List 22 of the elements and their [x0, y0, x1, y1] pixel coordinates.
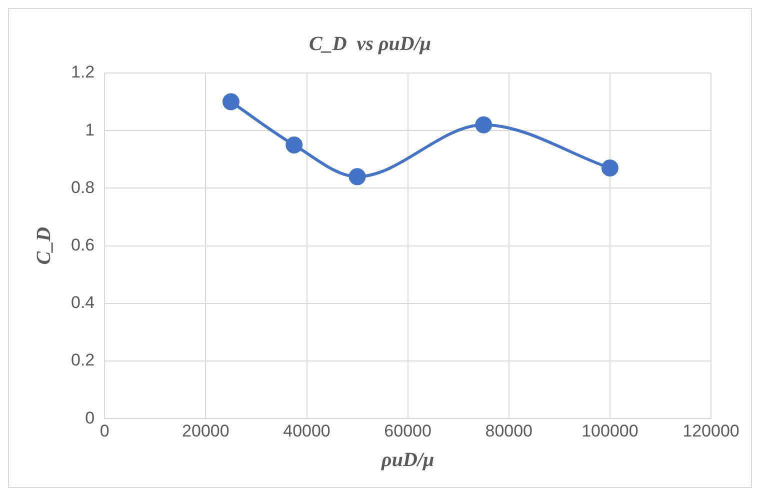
point	[348, 168, 366, 186]
point	[222, 93, 240, 110]
x-tick-label: 100000	[582, 421, 638, 440]
y-tick-label: 0	[85, 408, 95, 428]
x-tick-label: 80000	[485, 421, 533, 440]
y-tick-label: 0.4	[70, 293, 95, 312]
y-tick-label: 0.8	[70, 178, 95, 197]
point	[286, 136, 303, 154]
x-axis-title: ρuD/μ	[380, 449, 434, 472]
y-tick-label: 0.2	[70, 350, 95, 370]
chart-title: C_D vs ρuD/μ	[309, 33, 431, 56]
x-tick-label: 40000	[283, 421, 330, 440]
y-tick-label: 1	[85, 120, 95, 140]
x-tick-label: 120000	[682, 421, 740, 440]
x-tick-label: 0	[100, 421, 110, 440]
point	[601, 160, 618, 177]
y-axis-title: C_D	[33, 226, 56, 265]
point	[475, 116, 492, 134]
x-tick-label: 20000	[182, 421, 230, 440]
y-tick-label: 0.6	[70, 235, 95, 254]
x-tick-label: 60000	[384, 421, 432, 440]
y-tick-label: 1.2	[70, 62, 95, 82]
